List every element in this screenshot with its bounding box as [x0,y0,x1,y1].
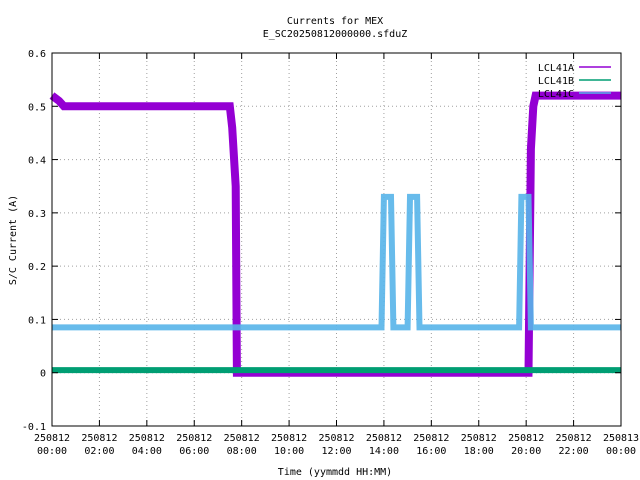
chart-subtitle: E_SC20250812000000.sfduZ [263,29,408,40]
y-tick-label: -0.1 [22,422,46,433]
x-tick-label-time: 12:00 [321,446,351,457]
legend-label: LCL41A [538,63,574,74]
x-tick-label-date: 250812 [271,433,307,444]
chart-title: Currents for MEX [287,16,383,27]
x-tick-label-date: 250812 [461,433,497,444]
series-lines [49,91,621,377]
x-tick-label-time: 02:00 [84,446,114,457]
x-tick-label-time: 00:00 [606,446,636,457]
y-tick-label: 0.6 [28,49,46,60]
series-line-lcl41c [52,193,621,331]
x-tick-label-date: 250812 [81,433,117,444]
x-axis-label: Time (yymmdd HH:MM) [278,467,392,478]
x-tick-label-time: 10:00 [274,446,304,457]
y-tick-label: 0 [40,369,46,380]
y-tick-label: 0.4 [28,156,46,167]
y-tick-label: 0.3 [28,209,46,220]
axis-ticks: -0.1 0 0.1 0.2 0.3 0.4 0.5 0.6 250812 00:00 250812… [22,49,639,457]
x-tick-label-date: 250812 [556,433,592,444]
x-tick-label-time: 08:00 [227,446,257,457]
x-tick-label-time: 14:00 [369,446,399,457]
y-tick-label: 0.5 [28,102,46,113]
legend-label: LCL41B [538,76,574,87]
x-tick-label-date: 250812 [176,433,212,444]
x-tick-label-time: 00:00 [37,446,67,457]
x-tick-label-date: 250812 [413,433,449,444]
x-tick-label-time: 20:00 [511,446,541,457]
x-tick-label-date: 250813 [603,433,639,444]
x-tick-label-time: 18:00 [464,446,494,457]
y-axis-label: S/C Current (A) [8,195,19,285]
legend: LCL41A LCL41B LCL41C [538,63,611,100]
x-tick-label-date: 250812 [129,433,165,444]
x-tick-label-date: 250812 [34,433,70,444]
x-tick-label-time: 16:00 [416,446,446,457]
x-tick-label-date: 250812 [508,433,544,444]
x-tick-label-date: 250812 [366,433,402,444]
legend-label: LCL41C [538,89,574,100]
y-tick-label: 0.2 [28,262,46,273]
x-tick-label-date: 250812 [224,433,260,444]
x-tick-label-time: 22:00 [559,446,589,457]
x-tick-label-date: 250812 [318,433,354,444]
x-tick-label-time: 06:00 [179,446,209,457]
x-tick-label-time: 04:00 [132,446,162,457]
y-tick-label: 0.1 [28,315,46,326]
